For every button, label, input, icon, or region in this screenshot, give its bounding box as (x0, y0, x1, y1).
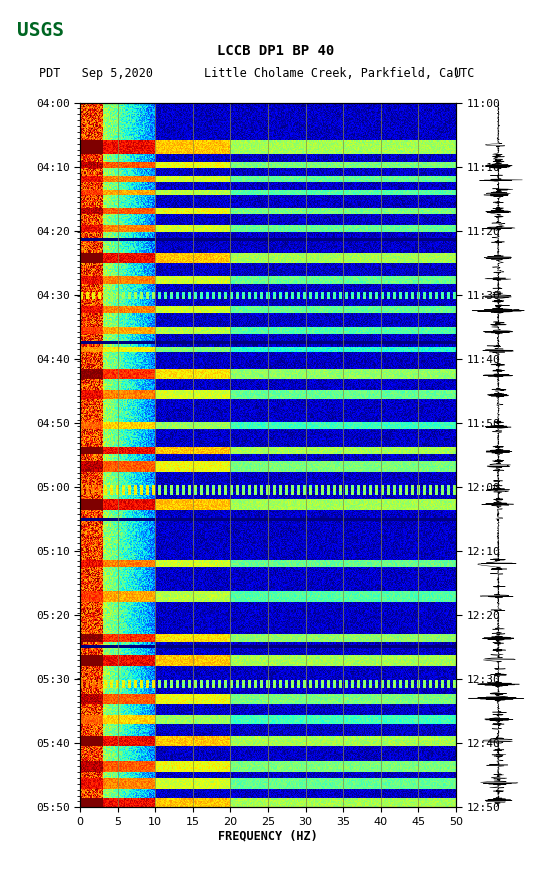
Text: Little Cholame Creek, Parkfield, Ca): Little Cholame Creek, Parkfield, Ca) (204, 67, 461, 79)
X-axis label: FREQUENCY (HZ): FREQUENCY (HZ) (218, 830, 318, 843)
Text: PDT   Sep 5,2020: PDT Sep 5,2020 (39, 67, 153, 79)
Text: UTC: UTC (453, 67, 474, 79)
Text: LCCB DP1 BP 40: LCCB DP1 BP 40 (217, 44, 335, 58)
Text: USGS: USGS (17, 21, 63, 39)
